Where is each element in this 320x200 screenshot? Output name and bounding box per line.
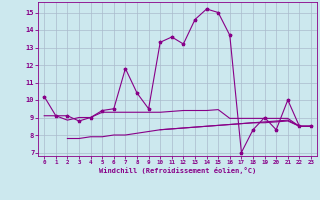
X-axis label: Windchill (Refroidissement éolien,°C): Windchill (Refroidissement éolien,°C) bbox=[99, 167, 256, 174]
